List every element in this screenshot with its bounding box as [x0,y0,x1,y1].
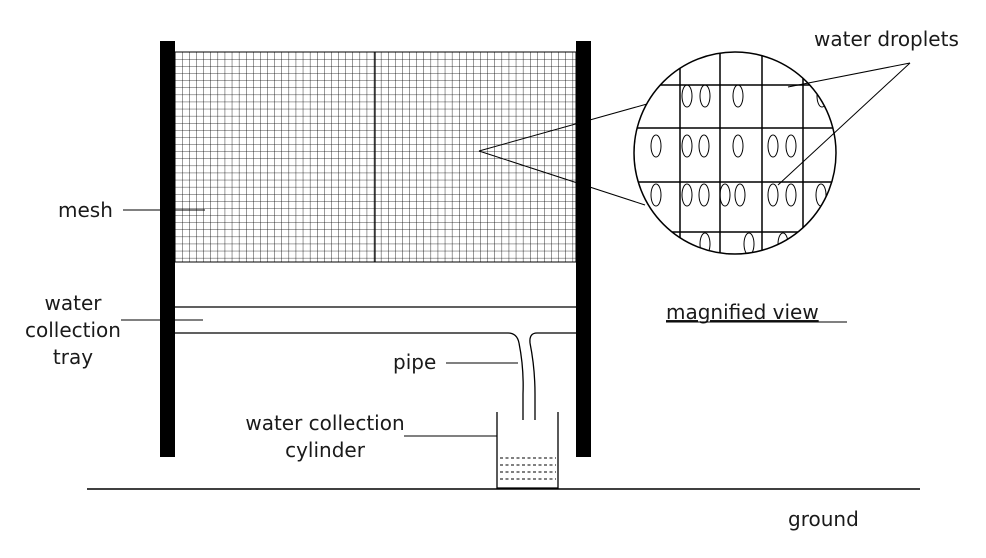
water-droplet [698,134,710,158]
water-droplet [699,84,711,108]
water-droplet [800,232,812,254]
magnified-view-label: magnified view [666,300,819,324]
droplets-leader-2 [777,62,911,186]
water-droplet [785,134,797,158]
tray-label-line1: water [45,291,103,315]
water-droplet [681,84,693,108]
water-droplet [732,84,744,108]
water-droplet [743,232,755,254]
mesh [174,51,577,263]
water-droplet [767,134,779,158]
cylinder-label-line1: water collection [245,411,404,435]
water-droplet [650,183,662,207]
magnified-view [633,51,854,255]
water-collection-cylinder [496,412,559,489]
water-droplet [734,183,746,207]
pipe [518,342,536,420]
water-droplet [719,183,731,207]
water-droplet [785,183,797,207]
water-level [500,457,556,480]
water-droplet [681,183,693,207]
right-post [576,41,591,457]
ground-label: ground [788,507,859,531]
water-droplet [767,183,779,207]
magnification-lines [478,103,648,206]
water-droplet [699,232,711,254]
cylinder-label-line2: cylinder [285,438,366,462]
water-collection-tray [175,306,576,344]
tray-label-line3: tray [53,345,93,369]
tray-label-line2: collection [25,318,121,342]
water-droplet [681,134,693,158]
mesh-label: mesh [58,198,113,222]
droplets-label: water droplets [814,27,959,51]
left-post [160,41,175,457]
pipe-label: pipe [393,350,436,374]
droplets-leader-1 [787,62,911,88]
water-droplet [732,134,744,158]
water-droplet [698,183,710,207]
water-droplet [844,184,854,206]
water-droplet [815,183,827,207]
water-droplet [650,134,662,158]
